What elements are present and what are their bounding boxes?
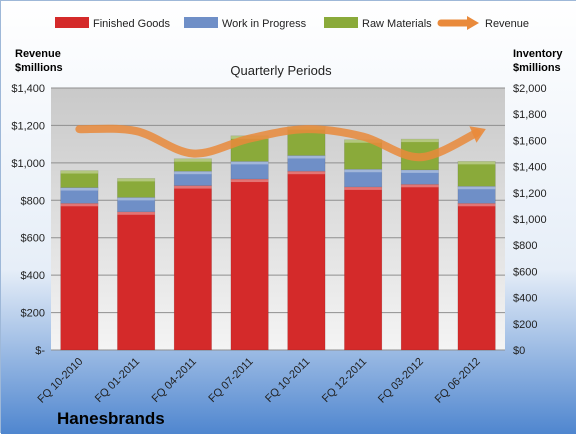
left-axis-title-line2: $millions — [15, 62, 63, 74]
revenue-line-arrowhead — [469, 126, 486, 143]
bar-finished-goods — [344, 186, 383, 351]
left-tick-label: $1,400 — [11, 83, 45, 95]
bar-finished-goods — [400, 183, 439, 351]
left-axis-title-line1: Revenue — [15, 48, 61, 60]
legend-swatch-work-in-progress — [184, 17, 218, 28]
revenue-line — [75, 124, 481, 162]
legend-swatch-raw-materials — [324, 17, 358, 28]
bar-highlight — [457, 186, 496, 190]
right-tick-label: $400 — [513, 293, 537, 305]
bar-highlight — [344, 186, 382, 190]
bar-finished-goods — [457, 202, 496, 351]
left-tick-label: $1,000 — [11, 158, 45, 170]
right-tick-label: $1,800 — [513, 109, 547, 121]
bar-highlight — [287, 155, 326, 159]
bar-raw-materials — [117, 178, 156, 198]
bar-raw-materials — [173, 158, 212, 172]
bar-highlight — [344, 139, 382, 143]
bar-highlight — [60, 170, 99, 174]
bar-highlight — [117, 178, 155, 182]
right-tick-label: $600 — [513, 266, 537, 278]
right-axis-title-line2: $millions — [513, 62, 561, 74]
left-tick-label: $800 — [21, 195, 45, 207]
chart-subtitle: Quarterly Periods — [230, 63, 332, 78]
bar-highlight — [174, 171, 212, 175]
bar-highlight — [401, 184, 439, 188]
bar-highlight — [230, 179, 269, 183]
left-axis-ticks: $- $200 $400 $600 $800 $1,000 $1,200 $1,400 — [11, 83, 45, 357]
right-axis-ticks: $0 $200 $400 $600 $800 $1,000 $1,200 $1,400 $1,6… — [513, 83, 547, 357]
right-tick-label: $800 — [513, 240, 537, 252]
legend-label-raw-materials: Raw Materials — [362, 18, 432, 30]
legend-label-finished-goods: Finished Goods — [93, 18, 171, 30]
bar-highlight — [344, 169, 382, 173]
bar-highlight — [174, 185, 212, 189]
company-name: Hanesbrands — [57, 409, 165, 428]
bar-highlight — [174, 158, 212, 162]
left-tick-label: $1,200 — [11, 120, 45, 132]
bar-finished-goods — [117, 211, 156, 351]
bar-highlight — [457, 161, 496, 165]
legend-label-revenue: Revenue — [485, 18, 529, 30]
right-tick-label: $1,400 — [513, 162, 547, 174]
left-tick-label: $200 — [21, 308, 45, 320]
bar-highlight — [117, 197, 155, 201]
left-tick-label: $600 — [21, 233, 45, 245]
bar-highlight — [60, 203, 99, 207]
bar-finished-goods — [60, 202, 99, 351]
bar-highlight — [230, 161, 269, 165]
bar-raw-materials — [60, 170, 99, 188]
bar-highlight — [60, 187, 99, 191]
bar-finished-goods — [173, 185, 212, 351]
bar-raw-materials — [457, 161, 496, 187]
left-tick-label: $400 — [21, 270, 45, 282]
legend-label-work-in-progress: Work in Progress — [222, 18, 307, 30]
right-axis-title-line1: Inventory — [513, 48, 563, 60]
bar-finished-goods — [230, 178, 269, 351]
bar-highlight — [401, 139, 439, 143]
left-tick-label: $- — [35, 345, 45, 357]
right-tick-label: $2,000 — [513, 83, 547, 95]
right-tick-label: $0 — [513, 345, 525, 357]
legend-revenue-arrowhead — [467, 16, 479, 30]
right-tick-label: $1,600 — [513, 135, 547, 147]
legend: Finished Goods Work in Progress Raw Mate… — [55, 16, 529, 30]
legend-swatch-finished-goods — [55, 17, 89, 28]
right-tick-label: $1,000 — [513, 214, 547, 226]
bar-highlight — [287, 171, 326, 175]
bar-highlight — [457, 203, 496, 207]
right-tick-label: $200 — [513, 319, 537, 331]
bar-highlight — [401, 169, 439, 173]
right-tick-label: $1,200 — [513, 188, 547, 200]
bar-finished-goods — [287, 170, 326, 351]
bar-highlight — [117, 211, 155, 215]
